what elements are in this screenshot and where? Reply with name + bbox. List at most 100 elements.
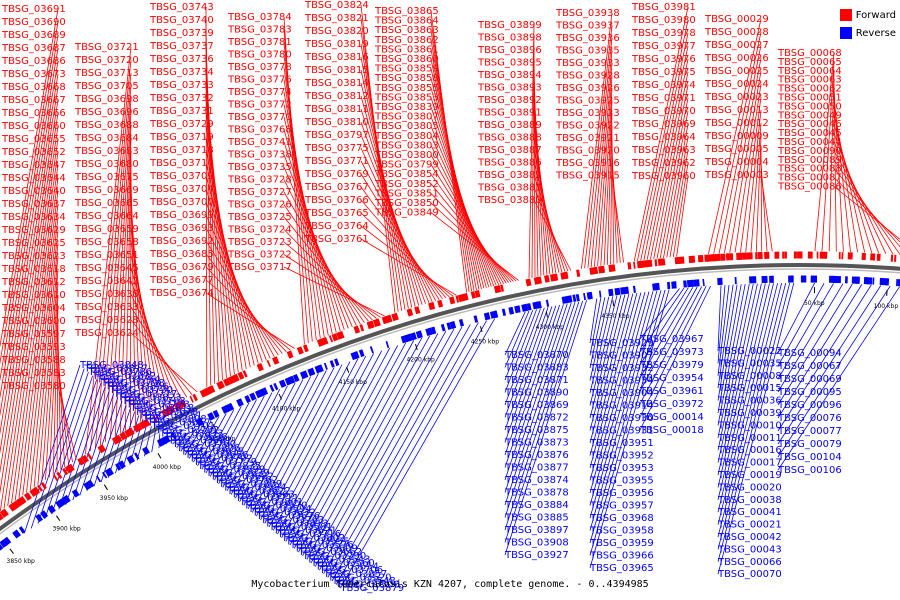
- reverse-feature: [126, 454, 136, 465]
- gene-label: TBSG_03743: [149, 2, 214, 13]
- gene-label: TBSG_00090: [777, 146, 842, 157]
- leader-line: [51, 379, 98, 515]
- leader-line: [750, 122, 762, 252]
- gene-label: TBSG_03654: [314, 562, 379, 573]
- leader-line: [430, 135, 500, 285]
- gene-label: TBSG_03861: [374, 44, 439, 55]
- gene-label: TBSG_00014: [639, 412, 704, 423]
- leader-line: [528, 24, 535, 279]
- leader-line: [666, 136, 689, 258]
- reverse-feature: [120, 460, 126, 468]
- gene-label: TBSG_03784: [227, 12, 292, 23]
- gene-label: TBSG_00021: [717, 520, 782, 531]
- scale-tick: [278, 393, 282, 400]
- gene-label: TBSG_03703: [121, 396, 186, 407]
- legend-forward-label: Forward: [855, 9, 896, 21]
- leader-line: [740, 96, 762, 253]
- gene-label: TBSG_03980: [631, 15, 696, 26]
- forward-feature: [474, 289, 481, 298]
- scale-tick: [480, 326, 483, 333]
- gene-label: TBSG_03555: [285, 536, 350, 547]
- scale-ticks: 3850 kbp 3900 kbp 3950 kbp 4000 kbp 4050 kbp…: [7, 287, 898, 565]
- forward-feature: [678, 256, 685, 264]
- gene-label: TBSG_03663: [230, 490, 295, 501]
- reverse-feature: [358, 349, 365, 358]
- leader-line: [0, 34, 59, 382]
- leader-line: [37, 255, 59, 485]
- forward-feature: [81, 454, 89, 464]
- gene-label: TBSG_03714: [149, 158, 214, 169]
- gene-label: TBSG_00022: [717, 346, 782, 357]
- forward-feature: [414, 306, 421, 315]
- reverse-feature: [244, 395, 251, 404]
- gene-label: TBSG_03781: [227, 37, 292, 48]
- leader-line: [587, 37, 613, 268]
- leader-line: [100, 404, 127, 483]
- gene-label: TBSG_03778: [227, 62, 292, 73]
- gene-label: TBSG_03953: [589, 463, 654, 474]
- reverse-feature: [329, 360, 335, 368]
- leader-line: [777, 283, 844, 393]
- gene-label: TBSG_03978: [631, 28, 696, 39]
- leader-line: [205, 406, 242, 474]
- leader-line: [293, 342, 407, 549]
- gene-label: TBSG_03681: [167, 436, 232, 447]
- forward-feature: [455, 295, 460, 303]
- forward-feature: [430, 301, 436, 310]
- forward-feature: [152, 414, 158, 422]
- gene-label: TBSG_03730: [108, 385, 173, 396]
- gene-label: TBSG_03799: [374, 160, 439, 171]
- leader-line: [205, 110, 239, 373]
- leader-line: [283, 216, 369, 322]
- leader-line: [230, 385, 288, 495]
- forward-feature: [406, 308, 414, 317]
- leader-line: [833, 186, 900, 240]
- gene-label: TBSG_03870: [504, 350, 569, 361]
- leader-line: [639, 285, 711, 431]
- reverse-feature: [55, 500, 63, 509]
- gene-label: TBSG_03839: [374, 102, 439, 113]
- gene-label: TBSG_00009: [704, 131, 769, 142]
- leader-line: [430, 106, 492, 287]
- gene-label: TBSG_03921: [555, 133, 620, 144]
- gene-label: TBSG_03520: [327, 572, 392, 583]
- gene-label: TBSG_03581: [268, 522, 333, 533]
- forward-feature: [207, 385, 216, 394]
- leader-line: [777, 284, 872, 432]
- gene-label: TBSG_03719: [149, 132, 214, 143]
- gene-label: TBSG_03766: [304, 195, 369, 206]
- gene-label: TBSG_03771: [304, 156, 369, 167]
- leader-line: [589, 290, 658, 531]
- leader-line: [653, 84, 689, 259]
- leader-line: [430, 202, 517, 282]
- gene-label: TBSG_03835: [197, 461, 262, 472]
- forward-feature: [142, 418, 151, 428]
- leader-line: [504, 300, 584, 543]
- gene-label: TBSG_03618: [1, 264, 66, 275]
- leader-line: [205, 97, 235, 375]
- gene-label: TBSG_03958: [589, 526, 654, 537]
- gene-label: TBSG_03645: [74, 263, 139, 274]
- leader-line: [283, 179, 357, 326]
- gene-label: TBSG_03801: [239, 497, 304, 508]
- gene-label: TBSG_03974: [631, 80, 696, 91]
- gene-label: TBSG_03885: [504, 513, 569, 524]
- forward-feature: [139, 421, 146, 430]
- scale-tick-label: 4000 kbp: [153, 464, 181, 471]
- leader-line: [360, 160, 437, 301]
- gene-label: TBSG_03882: [477, 170, 542, 181]
- leader-line: [504, 305, 557, 456]
- forward-feature: [391, 312, 399, 322]
- leader-line: [23, 364, 81, 534]
- leader-line: [45, 281, 59, 480]
- gene-label: TBSG_03813: [264, 518, 329, 529]
- forward-feature: [127, 427, 135, 436]
- gene-label: TBSG_03938: [555, 8, 620, 19]
- leader-line: [193, 416, 219, 463]
- forward-feature: [86, 452, 93, 460]
- gene-label: TBSG_00015: [717, 383, 782, 394]
- forward-feature: [204, 387, 212, 396]
- leader-line: [656, 97, 689, 259]
- gene-label: TBSG_03806: [176, 443, 241, 454]
- reverse-feature: [224, 403, 234, 413]
